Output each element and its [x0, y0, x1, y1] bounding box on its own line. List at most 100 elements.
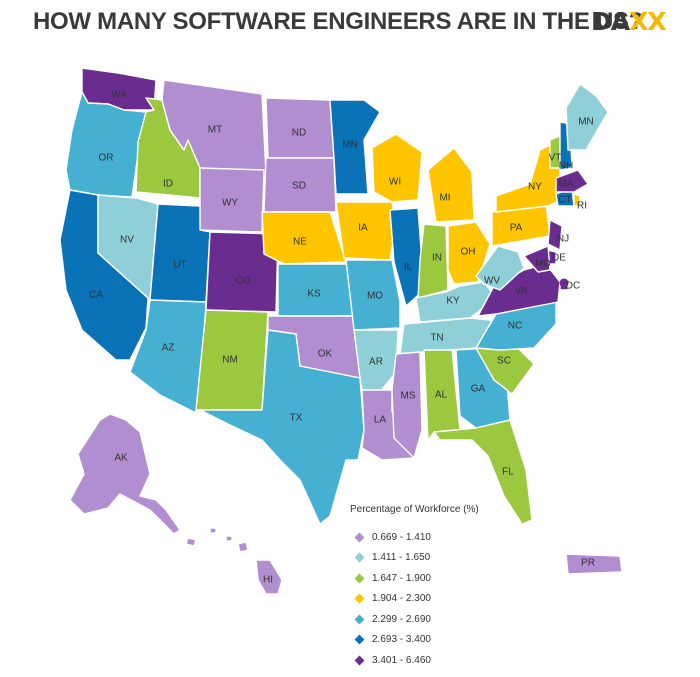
state-ak	[69, 413, 181, 535]
state-label-sc: SC	[497, 356, 511, 367]
legend-range-label: 2.299 - 2.690	[372, 613, 431, 625]
state-label-ks: KS	[307, 289, 321, 300]
legend-range-label: 1.411 - 1.650	[372, 552, 431, 564]
state-label-md: MD	[535, 259, 551, 270]
state-hi-island	[225, 535, 233, 542]
state-label-or: OR	[99, 153, 114, 164]
state-hi-island	[209, 527, 217, 534]
state-label-ct: CT	[558, 195, 571, 206]
state-label-il: IL	[404, 262, 413, 273]
state-label-nj: NJ	[557, 234, 569, 245]
state-label-sd: SD	[292, 181, 306, 192]
state-sd	[263, 157, 337, 213]
state-label-nd: ND	[292, 128, 306, 139]
map-title: HOW MANY SOFTWARE ENGINEERS ARE IN THE U…	[33, 8, 644, 35]
state-label-mn: MN	[578, 117, 594, 128]
state-label-fl: FL	[502, 467, 514, 478]
state-label-oh: OH	[461, 247, 476, 258]
state-label-nh: NH	[559, 161, 573, 172]
legend-swatch	[354, 634, 365, 645]
legend-swatch	[354, 552, 365, 563]
dc-marker	[559, 278, 569, 288]
state-mo	[345, 259, 401, 331]
state-ms	[391, 351, 423, 459]
state-label-mn: MN	[342, 140, 358, 151]
state-label-ri: RI	[577, 201, 587, 212]
legend-swatch	[354, 614, 365, 625]
state-label-ok: OK	[318, 349, 333, 360]
legend-swatch	[354, 573, 365, 584]
state-md	[523, 245, 551, 273]
state-label-ak: AK	[114, 453, 128, 464]
legend-item: 2.693 - 3.400	[354, 630, 479, 651]
daxx-logo: DAXX	[591, 7, 667, 36]
legend-range-label: 1.647 - 1.900	[372, 572, 431, 584]
legend-range-label: 3.401 - 6.460	[372, 654, 431, 666]
legend-swatch	[354, 532, 365, 543]
state-mi	[427, 147, 475, 223]
legend-swatch	[354, 593, 365, 604]
legend-item: 1.411 - 1.650	[354, 548, 479, 569]
state-label-az: AZ	[162, 343, 175, 354]
state-label-in: IN	[432, 253, 442, 264]
legend-range-label: 2.693 - 3.400	[372, 634, 431, 646]
state-label-ga: GA	[471, 384, 486, 395]
state-co	[205, 231, 279, 313]
state-label-ne: NE	[293, 237, 307, 248]
state-ma	[555, 169, 589, 193]
state-label-tn: TN	[430, 333, 443, 344]
state-label-ut: UT	[173, 260, 186, 271]
state-label-wi: WI	[389, 177, 401, 188]
logo-text: DA	[591, 7, 630, 36]
legend-item: 2.299 - 2.690	[354, 609, 479, 630]
legend-item: 0.669 - 1.410	[354, 527, 479, 548]
legend-item: 1.647 - 1.900	[354, 568, 479, 589]
state-label-ar: AR	[369, 357, 383, 368]
state-label-tx: TX	[290, 413, 303, 424]
state-label-ca: CA	[89, 290, 103, 301]
state-label-pa: PA	[510, 223, 523, 234]
logo-accent: XX	[629, 7, 667, 36]
legend: Percentage of Workforce (%) 0.669 - 1.41…	[350, 504, 479, 671]
state-il	[389, 207, 425, 307]
legend-item: 1.904 - 2.300	[354, 589, 479, 610]
state-label-ia: IA	[358, 223, 368, 234]
legend-swatch	[354, 655, 365, 666]
legend-range-label: 1.904 - 2.300	[372, 593, 431, 605]
state-mt	[161, 79, 267, 175]
state-label-id: ID	[163, 179, 173, 190]
state-or	[65, 91, 147, 198]
state-fl	[433, 419, 533, 525]
state-label-co: CO	[236, 276, 251, 287]
state-label-ma: MA	[559, 179, 574, 190]
state-label-ms: MS	[401, 391, 416, 402]
state-label-mi: MI	[439, 193, 450, 204]
state-label-ky: KY	[446, 296, 460, 307]
state-nj	[547, 219, 563, 251]
state-wi	[371, 133, 423, 203]
states-layer	[59, 67, 623, 595]
state-label-ny: NY	[528, 182, 542, 193]
state-label-va: VA	[515, 286, 528, 297]
state-pr	[565, 553, 623, 575]
state-label-al: AL	[435, 390, 448, 401]
state-label-nm: NM	[222, 355, 238, 366]
state-label-wy: WY	[222, 198, 238, 209]
state-label-vt: VT	[549, 153, 562, 164]
legend-title: Percentage of Workforce (%)	[350, 504, 479, 515]
state-tx	[199, 329, 365, 525]
state-label-la: LA	[374, 415, 387, 426]
state-label-de: DE	[552, 253, 566, 264]
state-label-dc: DC	[566, 281, 580, 292]
state-label-mt: MT	[208, 125, 222, 136]
state-label-nc: NC	[508, 321, 522, 332]
state-label-wa: WA	[111, 90, 127, 101]
state-mn-me	[565, 83, 609, 151]
state-oh	[447, 221, 491, 285]
state-label-wv: WV	[484, 276, 500, 287]
legend-range-label: 0.669 - 1.410	[372, 531, 431, 543]
state-hi-island	[237, 541, 249, 553]
state-ak-island	[185, 537, 197, 547]
state-mn	[329, 99, 381, 195]
